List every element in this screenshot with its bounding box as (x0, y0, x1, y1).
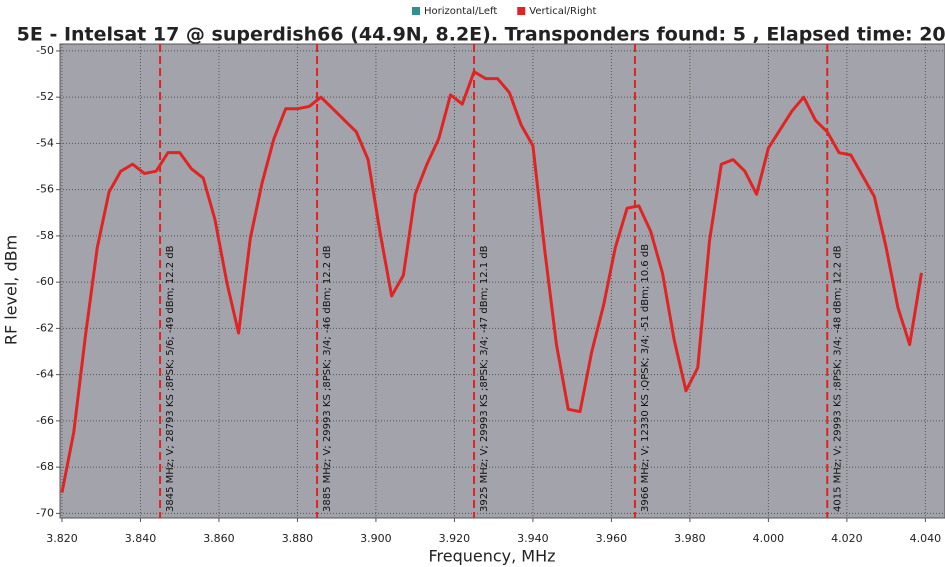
transponder-label: 3966 MHz; V; 12330 KS ;QPSK; 3/4; -51 dB… (640, 244, 651, 512)
x-tick-label: 4.000 (753, 532, 785, 545)
y-tick-label: -68 (36, 460, 54, 473)
x-tick-label: 3.860 (203, 532, 235, 545)
transponder-label: 4015 MHz; V; 29993 KS ;8PSK; 3/4; -48 dB… (832, 245, 843, 512)
x-tick-label: 3.940 (517, 532, 549, 545)
legend-label: Horizontal/Left (424, 6, 497, 17)
y-tick-label: -66 (36, 414, 54, 427)
y-tick-label: -52 (36, 90, 54, 103)
plot-area (59, 43, 945, 519)
series-line (60, 70, 923, 493)
x-tick-label: 3.920 (439, 532, 471, 545)
x-tick-label: 3.960 (596, 532, 628, 545)
y-axis-label: RF level, dBm (2, 235, 21, 345)
y-tick-label: -62 (36, 321, 54, 334)
x-axis-label: Frequency, MHz (428, 547, 555, 566)
legend-swatch (412, 7, 420, 15)
y-tick-label: -50 (36, 44, 54, 57)
y-tick-label: -70 (36, 506, 54, 519)
x-tick-label: 3.840 (125, 532, 157, 545)
y-tick-label: -56 (36, 183, 54, 196)
x-tick-label: 4.040 (910, 532, 942, 545)
x-tick-label: 3.880 (282, 532, 314, 545)
legend-label: Vertical/Right (529, 6, 596, 17)
transponder-label: 3925 MHz; V; 29993 KS ;8PSK; 3/4; -47 dB… (479, 245, 490, 512)
y-tick-label: -64 (36, 368, 54, 381)
chart-title: 5E - Intelsat 17 @ superdish66 (44.9N, 8… (17, 24, 945, 46)
transponder-label: 3845 MHz; V; 28793 KS ;8PSK; 5/6; -49 dB… (165, 245, 176, 512)
x-tick-label: 3.900 (360, 532, 392, 545)
x-tick-label: 4.020 (831, 532, 863, 545)
transponder-label: 3885 MHz; V; 29993 KS ;8PSK; 3/4; -46 dB… (322, 245, 333, 512)
y-tick-label: -54 (36, 136, 54, 149)
y-tick-label: -60 (36, 275, 54, 288)
x-tick-label: 3.820 (46, 532, 78, 545)
legend-swatch (517, 7, 526, 15)
y-tick-label: -58 (36, 229, 54, 242)
x-tick-label: 3.980 (674, 532, 706, 545)
